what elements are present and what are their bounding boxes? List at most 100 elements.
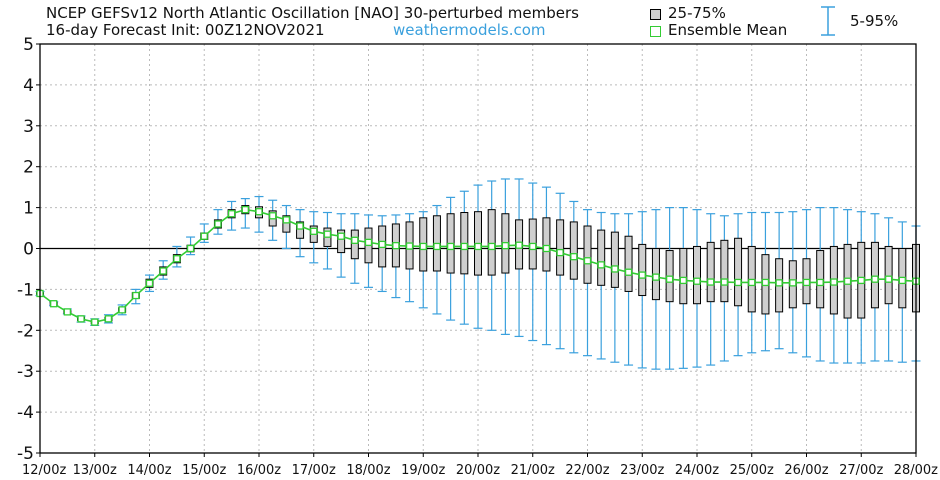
x-tick-label: 25/00z xyxy=(730,463,774,478)
ensemble-mean-point xyxy=(515,241,523,249)
box-25-75 xyxy=(720,239,729,303)
ensemble-mean-point xyxy=(50,300,58,308)
x-tick-label: 12/00z xyxy=(22,463,66,478)
ensemble-mean-point xyxy=(63,308,72,316)
ensemble-mean-point xyxy=(761,278,770,287)
x-axis-ticks: 12/00z 13/00z 14/00z 15/00z 16/00z 17/00z 18/0… xyxy=(22,453,938,478)
ensemble-mean-point xyxy=(104,315,113,323)
ensemble-mean-point xyxy=(405,242,414,250)
y-tick-label: 0 xyxy=(23,240,34,260)
ensemble-mean-point xyxy=(542,244,551,253)
x-tick-label: 19/00z xyxy=(401,463,445,478)
box-25-75 xyxy=(282,215,291,233)
box-25-75 xyxy=(870,241,879,309)
ensemble-mean-point xyxy=(816,278,824,287)
box-25-75 xyxy=(583,225,592,284)
y-tick-label: 1 xyxy=(23,199,34,219)
x-tick-label: 26/00z xyxy=(784,463,828,478)
ensemble-mean-point xyxy=(693,277,701,285)
box-25-75 xyxy=(569,221,578,280)
ensemble-mean-point xyxy=(720,278,729,286)
box-25-75 xyxy=(884,245,893,305)
ensemble-mean-point xyxy=(145,279,154,287)
ensemble-mean-point xyxy=(857,276,865,285)
y-tick-label: -5 xyxy=(17,444,34,464)
ensemble-mean-point xyxy=(255,208,263,216)
y-tick-label: -4 xyxy=(17,403,34,423)
ensemble-mean-point xyxy=(282,216,291,224)
box-25-75 xyxy=(734,237,743,307)
ensemble-mean-point xyxy=(337,232,345,240)
x-tick-label: 18/00z xyxy=(346,463,390,478)
legend-box-label: 25-75% xyxy=(668,4,726,22)
ensemble-mean-point xyxy=(159,267,167,275)
chart-title: NCEP GEFSv12 North Atlantic Oscillation … xyxy=(46,4,579,22)
ensemble-mean-point xyxy=(665,275,674,283)
ensemble-mean-point xyxy=(186,244,195,253)
ensemble-mean-point xyxy=(843,277,852,285)
ensemble-mean-point xyxy=(597,261,605,269)
y-axis-ticks: 5 4 3 2 1 0 -1 -2 -3 -4 -5 xyxy=(17,35,40,464)
ensemble-mean-point xyxy=(474,242,482,251)
x-tick-label: 16/00z xyxy=(237,463,281,478)
grid-lines xyxy=(40,44,916,453)
ensemble-mean-point xyxy=(446,242,455,251)
ensemble-mean-point xyxy=(392,241,400,250)
ensemble-mean-point xyxy=(488,242,496,251)
x-tick-label: 20/00z xyxy=(456,463,500,478)
ensemble-mean-point xyxy=(707,278,715,286)
x-tick-label: 27/00z xyxy=(839,463,883,478)
ensemble-mean-point xyxy=(351,236,359,244)
x-tick-label: 14/00z xyxy=(127,463,171,478)
x-tick-label: 21/00z xyxy=(511,463,555,478)
y-tick-label: 5 xyxy=(23,35,34,55)
box-25-75 xyxy=(706,241,715,303)
box-25-75 xyxy=(638,243,647,297)
box-25-75 xyxy=(296,221,305,239)
ensemble-mean-point xyxy=(227,210,236,218)
box-25-75 xyxy=(487,209,496,276)
ensemble-mean-point xyxy=(241,205,249,214)
ensemble-mean-point xyxy=(296,222,304,230)
box-25-75 xyxy=(624,235,633,292)
x-tick-label: 13/00z xyxy=(73,463,117,478)
ensemble-mean-point xyxy=(775,279,783,287)
ensemble-mean-point xyxy=(871,275,879,283)
ensemble-mean-point xyxy=(884,275,893,283)
ensemble-mean-point xyxy=(748,278,756,287)
box-25-75 xyxy=(350,229,359,260)
ensemble-mean-point xyxy=(323,230,332,238)
credit-label: weathermodels.com xyxy=(393,21,546,39)
ensemble-mean-point xyxy=(789,279,797,287)
ensemble-mean-point xyxy=(77,315,85,323)
ensemble-mean-point xyxy=(734,278,742,287)
ensemble-mean-point xyxy=(460,242,468,251)
legend-whisker-label: 5-95% xyxy=(850,12,899,30)
x-tick-label: 15/00z xyxy=(182,463,226,478)
ensemble-mean-point xyxy=(419,242,427,251)
x-tick-label: 24/00z xyxy=(675,463,719,478)
ensemble-mean-point xyxy=(214,220,222,228)
ensemble-mean-point xyxy=(132,291,140,300)
ensemble-mean-point xyxy=(310,227,318,235)
x-tick-label: 28/00z xyxy=(894,463,938,478)
box-25-75 xyxy=(556,219,565,276)
ensemble-mean-point xyxy=(200,232,208,240)
box-25-75 xyxy=(542,217,551,272)
box-25-75 xyxy=(337,229,346,254)
box-25-75 xyxy=(597,229,606,286)
ensemble-mean-point xyxy=(802,278,811,287)
ensemble-mean-point xyxy=(91,318,99,326)
box-25-75 xyxy=(693,245,701,305)
ensemble-mean-point xyxy=(529,242,537,251)
ensemble-mean-point xyxy=(583,257,592,265)
ensemble-mean-point xyxy=(118,306,126,314)
y-tick-label: -1 xyxy=(17,280,34,300)
x-tick-label: 17/00z xyxy=(292,463,336,478)
ensemble-mean-point xyxy=(611,265,619,273)
ensemble-mean-point xyxy=(556,248,564,257)
x-tick-label: 23/00z xyxy=(620,463,664,478)
ensemble-mean-point xyxy=(570,253,578,261)
chart-subtitle: 16-day Forecast Init: 00Z12NOV2021 xyxy=(46,21,325,39)
